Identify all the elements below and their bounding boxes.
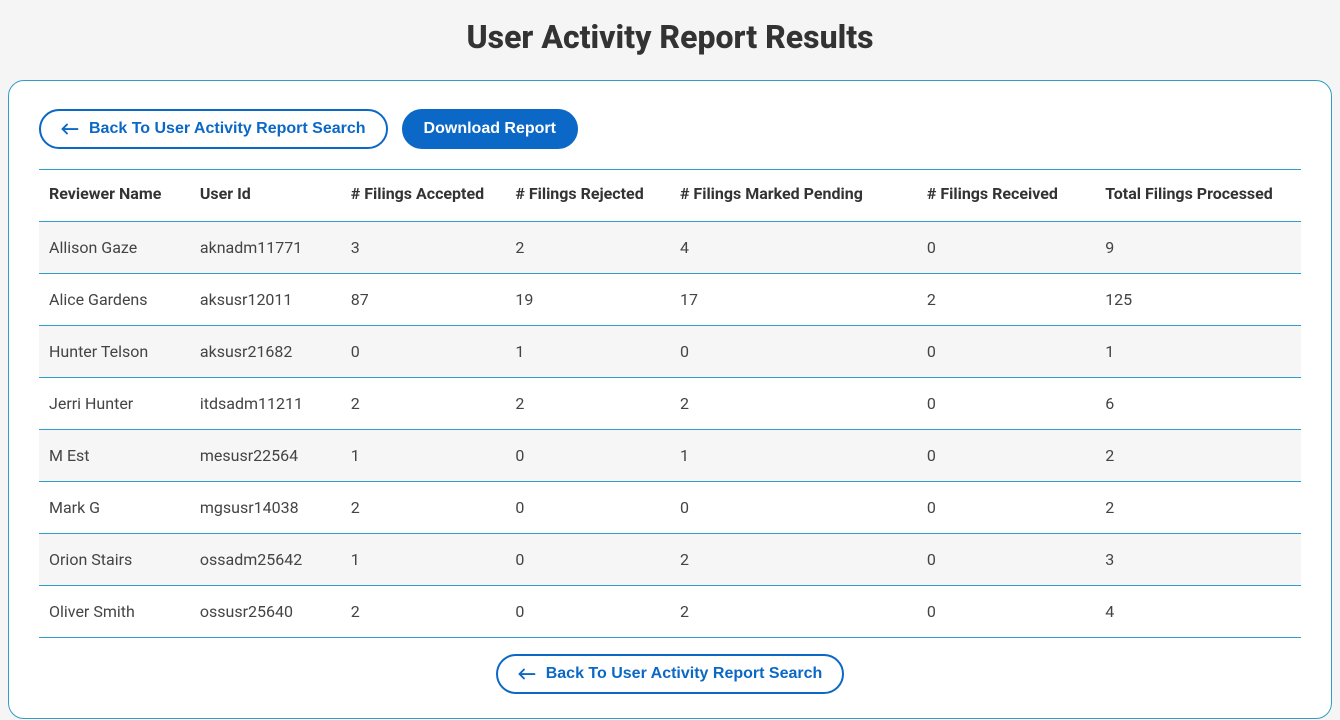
back-button-label: Back To User Activity Report Search bbox=[89, 121, 366, 137]
table-cell: itdsadm11211 bbox=[190, 378, 341, 430]
table-cell: 125 bbox=[1095, 274, 1301, 326]
table-cell: 4 bbox=[670, 222, 917, 274]
table-cell: 17 bbox=[670, 274, 917, 326]
table-cell: 0 bbox=[505, 534, 670, 586]
table-cell: 0 bbox=[505, 482, 670, 534]
column-header: # Filings Received bbox=[917, 170, 1095, 222]
table-cell: 0 bbox=[505, 430, 670, 482]
column-header: # Filings Marked Pending bbox=[670, 170, 917, 222]
table-cell: aksusr21682 bbox=[190, 326, 341, 378]
table-cell: 6 bbox=[1095, 378, 1301, 430]
table-cell: Orion Stairs bbox=[39, 534, 190, 586]
table-cell: 2 bbox=[670, 586, 917, 638]
column-header: # Filings Accepted bbox=[341, 170, 506, 222]
table-cell: 1 bbox=[341, 430, 506, 482]
arrow-left-icon bbox=[518, 667, 536, 681]
table-cell: 0 bbox=[341, 326, 506, 378]
column-header: Total Filings Processed bbox=[1095, 170, 1301, 222]
column-header: User Id bbox=[190, 170, 341, 222]
table-cell: 2 bbox=[1095, 482, 1301, 534]
table-cell: 1 bbox=[1095, 326, 1301, 378]
table-cell: Hunter Telson bbox=[39, 326, 190, 378]
table-cell: 0 bbox=[670, 482, 917, 534]
table-cell: ossadm25642 bbox=[190, 534, 341, 586]
table-body: Allison Gazeaknadm1177132409Alice Garden… bbox=[39, 222, 1301, 638]
report-table: Reviewer NameUser Id# Filings Accepted# … bbox=[39, 169, 1301, 638]
table-cell: 2 bbox=[1095, 430, 1301, 482]
table-cell: 2 bbox=[341, 586, 506, 638]
back-button-footer-label: Back To User Activity Report Search bbox=[546, 666, 823, 682]
table-cell: 1 bbox=[505, 326, 670, 378]
table-cell: 2 bbox=[917, 274, 1095, 326]
download-button[interactable]: Download Report bbox=[402, 109, 578, 149]
table-cell: mesusr22564 bbox=[190, 430, 341, 482]
table-cell: 0 bbox=[917, 534, 1095, 586]
table-row: Oliver Smithossusr2564020204 bbox=[39, 586, 1301, 638]
table-cell: 87 bbox=[341, 274, 506, 326]
column-header: Reviewer Name bbox=[39, 170, 190, 222]
table-cell: mgsusr14038 bbox=[190, 482, 341, 534]
table-cell: aksusr12011 bbox=[190, 274, 341, 326]
table-cell: 2 bbox=[505, 378, 670, 430]
back-button-footer[interactable]: Back To User Activity Report Search bbox=[496, 654, 845, 694]
table-row: Jerri Hunteritdsadm1121122206 bbox=[39, 378, 1301, 430]
table-row: Alice Gardensaksusr120118719172125 bbox=[39, 274, 1301, 326]
table-cell: 3 bbox=[1095, 534, 1301, 586]
table-cell: 19 bbox=[505, 274, 670, 326]
table-row: Hunter Telsonaksusr2168201001 bbox=[39, 326, 1301, 378]
table-cell: 0 bbox=[917, 430, 1095, 482]
table-cell: Allison Gaze bbox=[39, 222, 190, 274]
table-cell: 0 bbox=[917, 482, 1095, 534]
report-card: Back To User Activity Report Search Down… bbox=[8, 80, 1332, 719]
table-cell: 9 bbox=[1095, 222, 1301, 274]
table-cell: 4 bbox=[1095, 586, 1301, 638]
table-cell: 0 bbox=[670, 326, 917, 378]
footer-actions: Back To User Activity Report Search bbox=[39, 638, 1301, 694]
table-cell: 0 bbox=[917, 222, 1095, 274]
back-button[interactable]: Back To User Activity Report Search bbox=[39, 109, 388, 149]
download-button-label: Download Report bbox=[424, 121, 556, 137]
table-header: Reviewer NameUser Id# Filings Accepted# … bbox=[39, 170, 1301, 222]
table-cell: 0 bbox=[917, 586, 1095, 638]
table-cell: 2 bbox=[341, 378, 506, 430]
toolbar: Back To User Activity Report Search Down… bbox=[39, 109, 1301, 149]
table-cell: Alice Gardens bbox=[39, 274, 190, 326]
table-cell: 2 bbox=[341, 482, 506, 534]
table-cell: ossusr25640 bbox=[190, 586, 341, 638]
table-cell: 0 bbox=[917, 378, 1095, 430]
page-title: User Activity Report Results bbox=[0, 0, 1340, 80]
table-row: Mark Gmgsusr1403820002 bbox=[39, 482, 1301, 534]
arrow-left-icon bbox=[61, 122, 79, 136]
table-cell: aknadm11771 bbox=[190, 222, 341, 274]
table-cell: 0 bbox=[505, 586, 670, 638]
table-row: M Estmesusr2256410102 bbox=[39, 430, 1301, 482]
table-cell: 3 bbox=[341, 222, 506, 274]
table-row: Allison Gazeaknadm1177132409 bbox=[39, 222, 1301, 274]
table-cell: 1 bbox=[341, 534, 506, 586]
table-row: Orion Stairsossadm2564210203 bbox=[39, 534, 1301, 586]
table-cell: 0 bbox=[917, 326, 1095, 378]
table-cell: M Est bbox=[39, 430, 190, 482]
table-cell: Mark G bbox=[39, 482, 190, 534]
table-cell: Jerri Hunter bbox=[39, 378, 190, 430]
table-cell: 2 bbox=[670, 378, 917, 430]
table-cell: Oliver Smith bbox=[39, 586, 190, 638]
table-cell: 2 bbox=[670, 534, 917, 586]
column-header: # Filings Rejected bbox=[505, 170, 670, 222]
table-cell: 2 bbox=[505, 222, 670, 274]
table-cell: 1 bbox=[670, 430, 917, 482]
